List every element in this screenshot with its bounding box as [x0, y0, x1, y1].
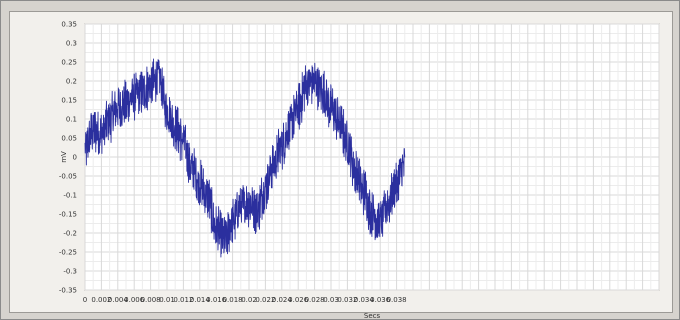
x-tick-label: 0.038	[387, 296, 407, 304]
y-tick-label: -0.25	[59, 249, 77, 257]
x-tick-label: 0.004	[108, 296, 129, 304]
y-tick-label: -0.35	[59, 287, 77, 295]
x-tick-label: 0	[83, 296, 87, 304]
y-tick-label: -0.1	[63, 192, 77, 200]
y-tick-label: 0	[73, 154, 77, 162]
y-tick-label: 0.25	[61, 59, 77, 67]
x-tick-label: 0.036	[370, 296, 391, 304]
x-tick-label: 0.03	[323, 296, 339, 304]
y-tick-label: 0.2	[66, 78, 77, 86]
y-tick-label: 0.05	[61, 135, 77, 143]
series-group	[84, 58, 406, 258]
x-axis-ticks: 0 0.0020.0040.0060.0080.010.0120.0140.016…	[83, 296, 407, 304]
x-axis-title: Secs	[364, 312, 381, 320]
x-tick-label: 0.024	[272, 296, 293, 304]
x-tick-label: 0.006	[124, 296, 145, 304]
y-tick-label: 0.1	[66, 116, 77, 124]
x-tick-label: 0.012	[173, 296, 193, 304]
x-tick-label: 0.034	[354, 296, 375, 304]
y-tick-label: -0.05	[59, 173, 77, 181]
x-tick-label: 0.008	[141, 296, 161, 304]
x-tick-label: 0.026	[288, 296, 309, 304]
x-tick-label: 0.016	[206, 296, 227, 304]
y-axis-title: mV	[60, 151, 68, 163]
y-tick-label: 0.3	[66, 40, 77, 48]
y-tick-label: -0.15	[59, 211, 77, 219]
series-line	[84, 58, 406, 258]
y-tick-label: -0.2	[63, 230, 77, 238]
x-tick-label: 0.018	[223, 296, 243, 304]
x-tick-label: 0.014	[190, 296, 211, 304]
x-tick-label: 0.022	[255, 296, 275, 304]
x-tick-label: 0.032	[337, 296, 357, 304]
x-tick-label: 0.002	[91, 296, 111, 304]
y-tick-label: 0.15	[61, 97, 77, 105]
x-tick-label: 0.02	[241, 296, 257, 304]
x-tick-label: 0.028	[305, 296, 325, 304]
x-tick-label: 0.01	[159, 296, 175, 304]
y-tick-label: 0.35	[61, 21, 77, 29]
y-axis-ticks: 0.35 0.3 0.25 0.2 0.15 0.1 0.05 0 -0.05 -0.1 -0.15…	[59, 21, 77, 295]
y-tick-label: -0.3	[63, 268, 77, 276]
